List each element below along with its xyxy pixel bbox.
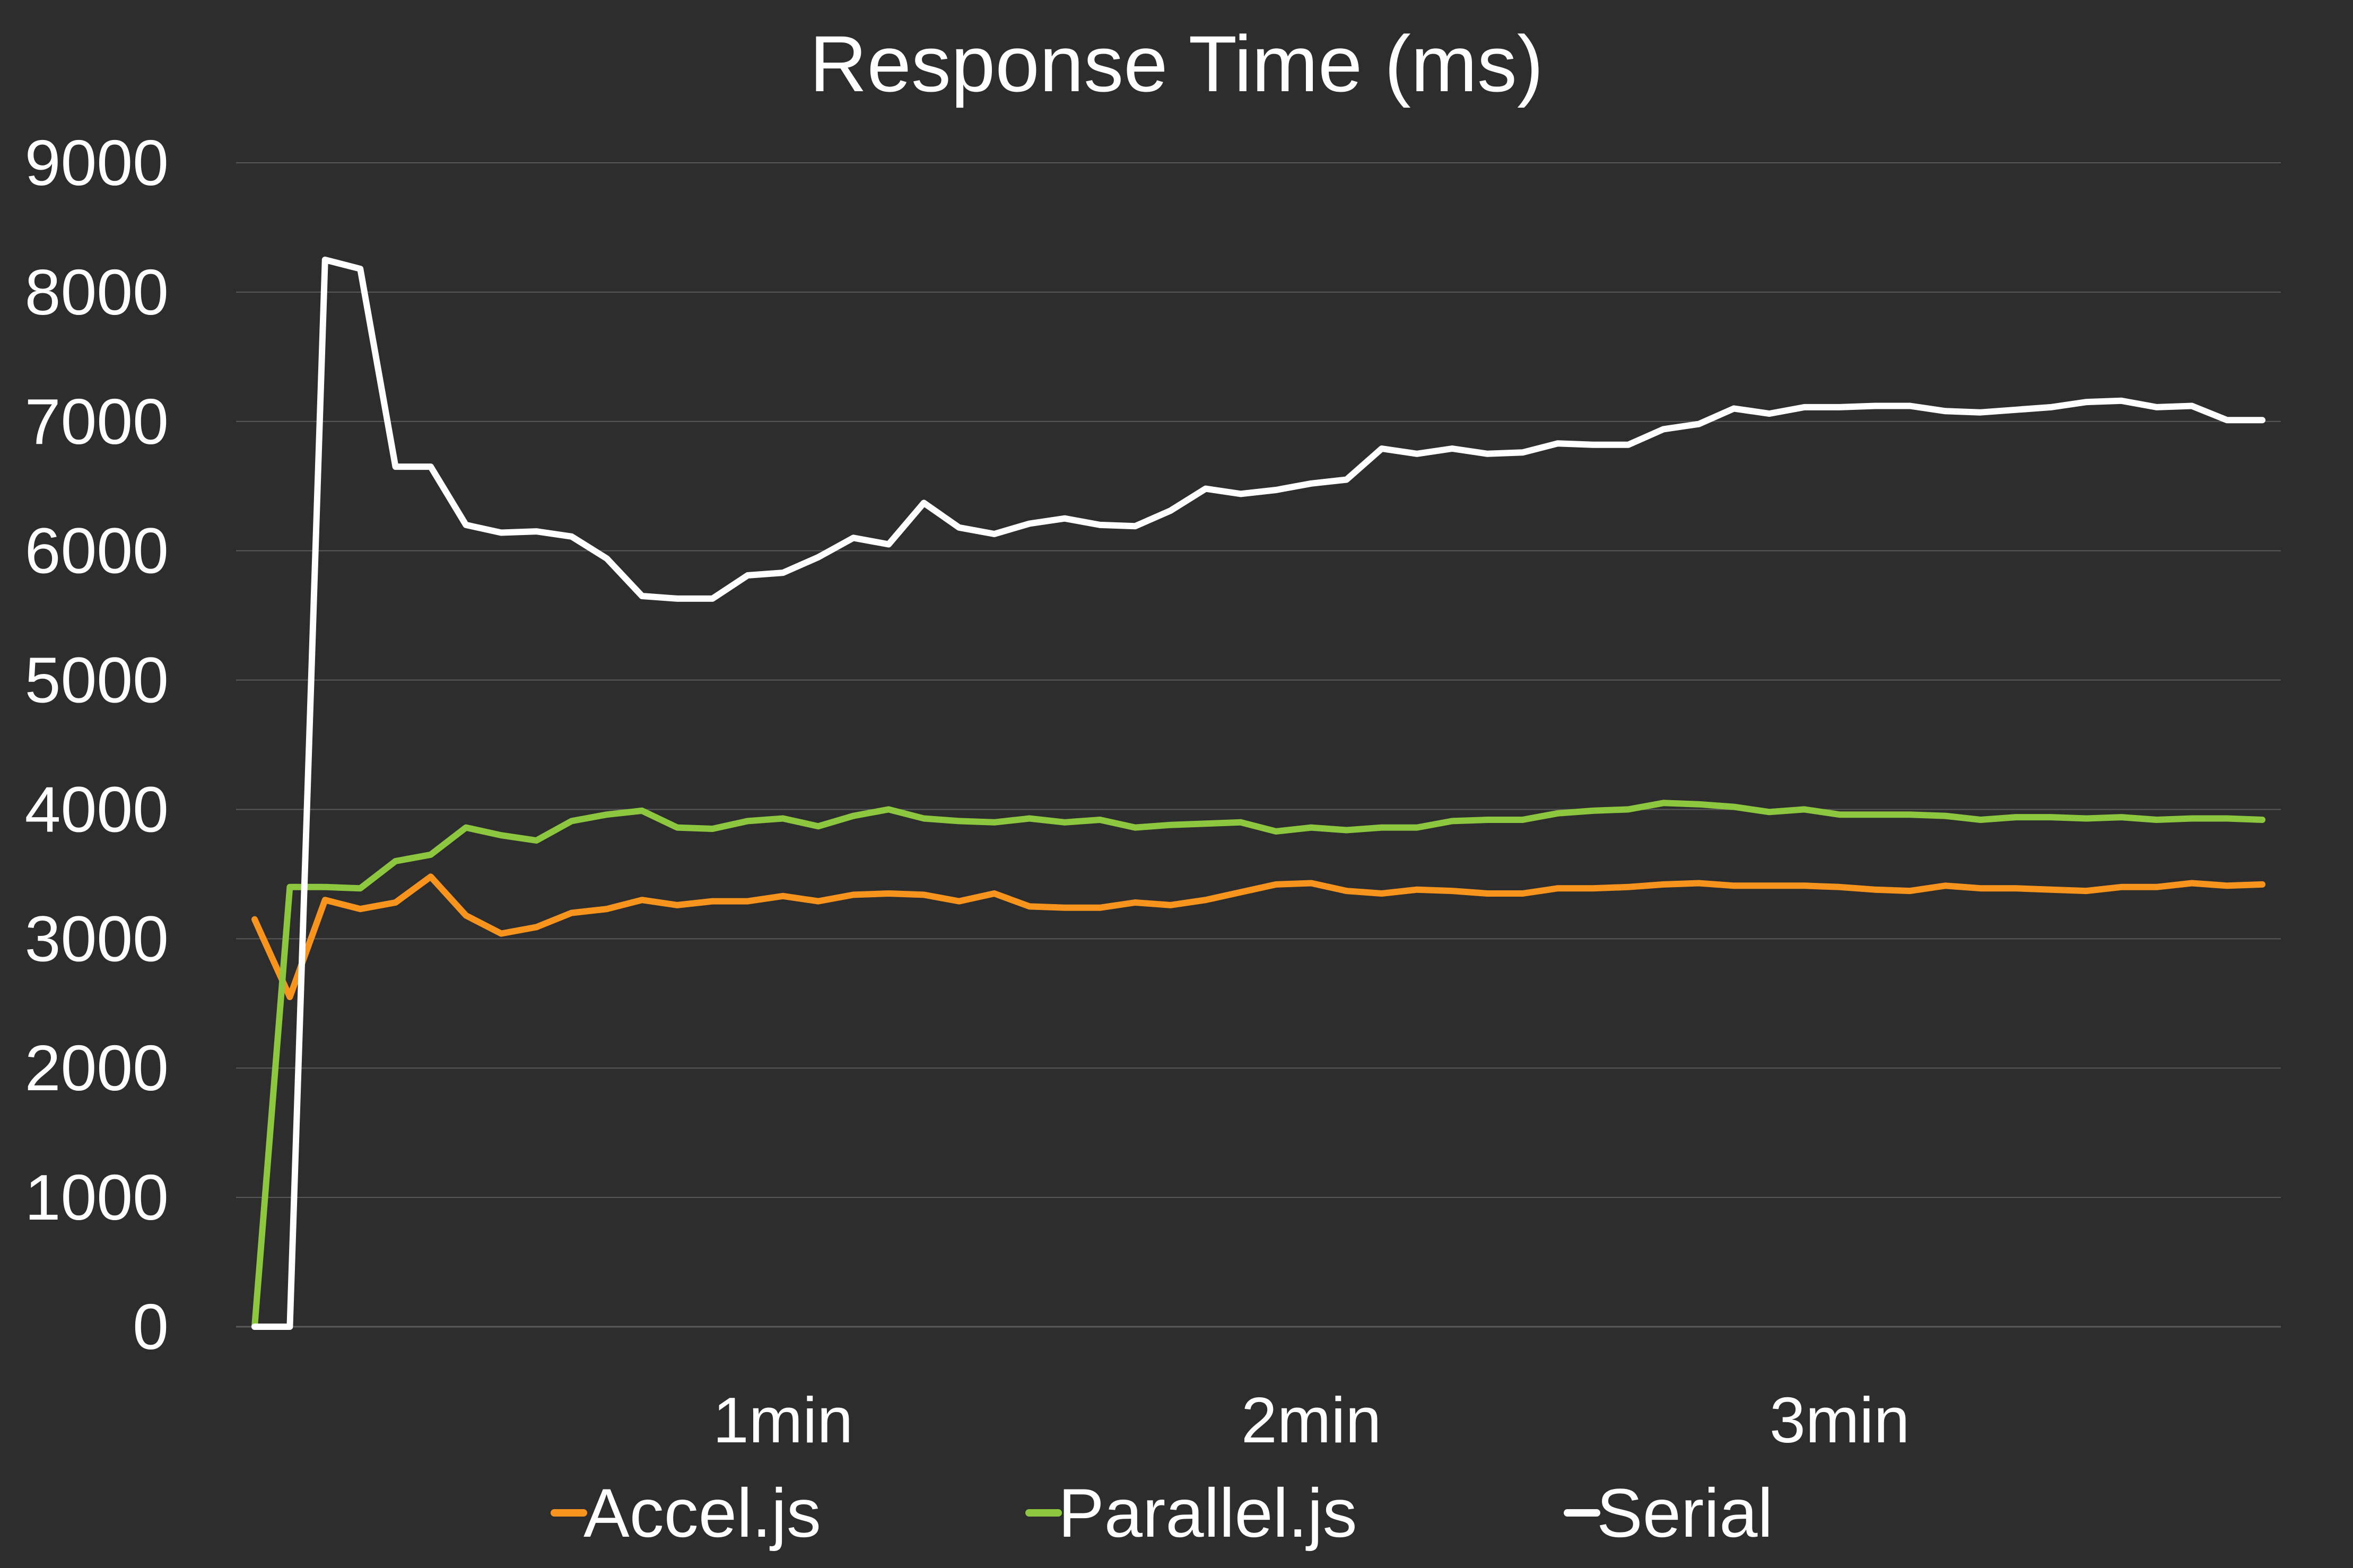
y-tick-label: 4000	[25, 773, 169, 845]
y-tick-label: 8000	[25, 256, 169, 328]
y-tick-label: 0	[133, 1291, 169, 1363]
y-tick-label: 5000	[25, 644, 169, 716]
y-tick-label: 1000	[25, 1161, 169, 1233]
legend-label: Parallel.js	[1058, 1474, 1357, 1552]
chart-title: Response Time (ms)	[809, 19, 1544, 108]
legend: Accel.js Parallel.js Serial	[551, 1474, 1773, 1552]
y-tick-label: 3000	[25, 903, 169, 975]
gridlines	[236, 162, 2281, 1328]
y-axis-tick-labels: 0 1000 2000 3000 4000 5000 6000 7000 8000 9000	[25, 127, 169, 1363]
x-axis-tick-labels: 1min 2min 3min	[713, 1384, 1910, 1456]
series-line-accel-js	[251, 873, 2265, 1001]
legend-label: Serial	[1597, 1474, 1773, 1552]
y-tick-label: 6000	[25, 515, 169, 587]
x-tick-label: 2min	[1241, 1384, 1381, 1456]
series-line-serial	[251, 256, 2265, 1330]
legend-label: Accel.js	[583, 1474, 821, 1552]
y-tick-label: 2000	[25, 1032, 169, 1104]
legend-item-parallel-js: Parallel.js	[1025, 1474, 1357, 1552]
legend-item-serial: Serial	[1564, 1474, 1773, 1552]
x-tick-label: 1min	[713, 1384, 853, 1456]
y-tick-label: 7000	[25, 386, 169, 458]
series-lines	[251, 256, 2265, 1330]
series-line-parallel-js	[251, 800, 2265, 1330]
y-tick-label: 9000	[25, 127, 169, 199]
legend-item-accel-js: Accel.js	[551, 1474, 821, 1552]
x-tick-label: 3min	[1770, 1384, 1910, 1456]
